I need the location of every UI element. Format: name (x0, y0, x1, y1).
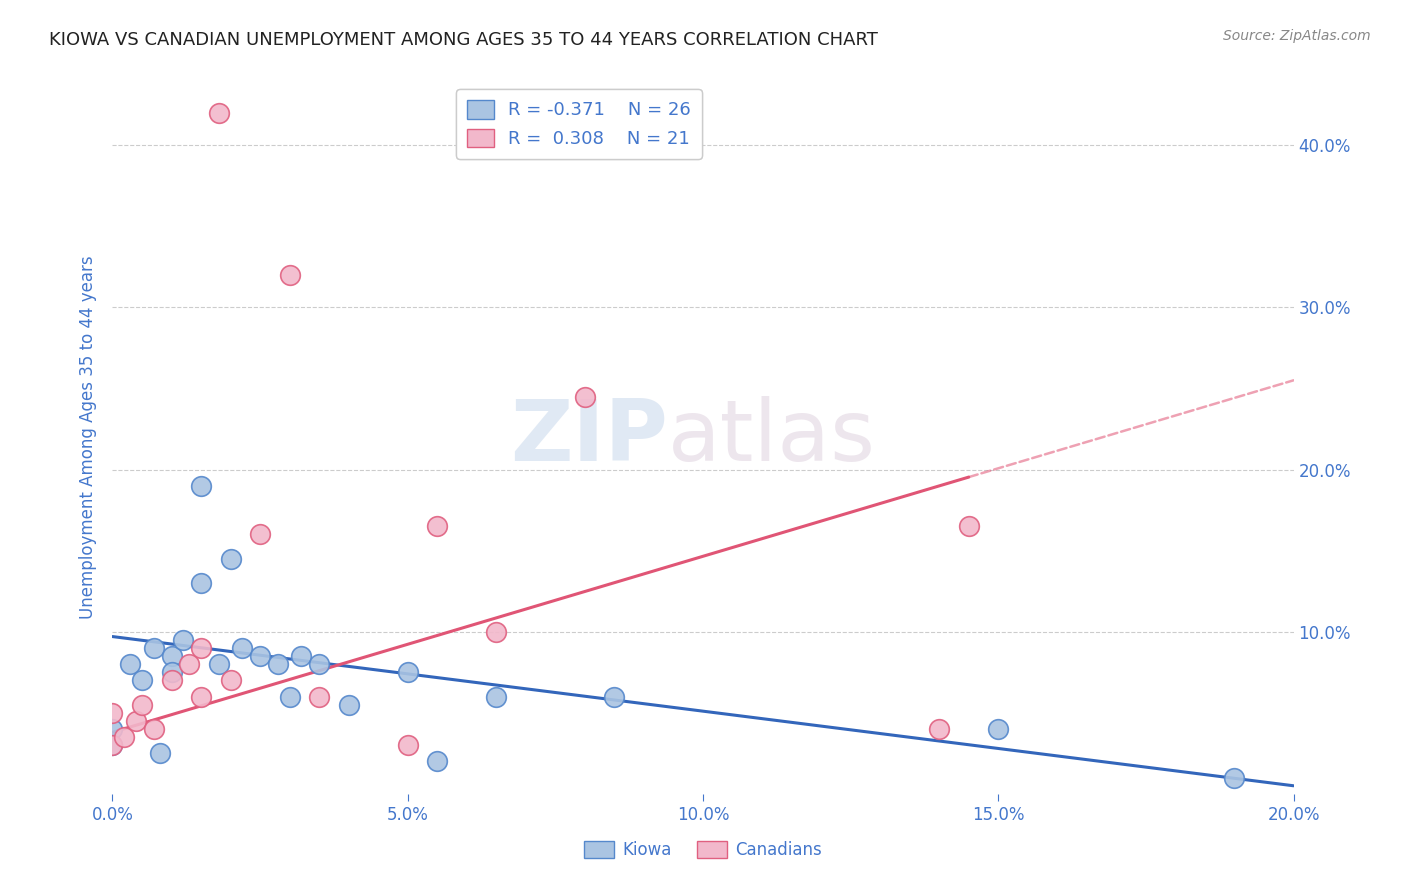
Point (125, 714, 148, 728)
Point (603, 690, 626, 704)
Point (112, 730, 135, 744)
Point (131, 673, 153, 688)
Point (231, 640, 253, 655)
Point (219, 673, 242, 688)
Point (485, 624, 508, 639)
Legend: Kiowa, Canadians: Kiowa, Canadians (578, 834, 828, 866)
Point (208, 105, 231, 120)
Point (190, 479, 212, 493)
Point (337, 698, 360, 712)
Point (160, 648, 183, 663)
Point (101, 722, 124, 736)
Text: KIOWA VS CANADIAN UNEMPLOYMENT AMONG AGES 35 TO 44 YEARS CORRELATION CHART: KIOWA VS CANADIAN UNEMPLOYMENT AMONG AGE… (49, 31, 879, 49)
Point (190, 640, 212, 655)
Y-axis label: Unemployment Among Ages 35 to 44 years: Unemployment Among Ages 35 to 44 years (79, 255, 97, 619)
Point (179, 657, 201, 672)
Point (574, 390, 596, 404)
Point (396, 665, 419, 680)
Point (131, 698, 153, 712)
Legend: R = -0.371    N = 26, R =  0.308    N = 21: R = -0.371 N = 26, R = 0.308 N = 21 (456, 89, 702, 159)
Point (101, 738, 124, 752)
Point (190, 576, 212, 591)
Point (249, 527, 271, 541)
Text: ZIP: ZIP (510, 395, 668, 479)
Point (219, 551, 242, 566)
Point (485, 690, 508, 704)
Point (308, 657, 330, 672)
Point (249, 648, 271, 663)
Point (142, 640, 165, 655)
Point (1223, 771, 1246, 785)
Point (120, 657, 142, 672)
Point (208, 657, 231, 672)
Point (987, 722, 1010, 736)
Point (267, 657, 290, 672)
Text: atlas: atlas (668, 395, 876, 479)
Point (101, 706, 124, 720)
Point (190, 690, 212, 704)
Point (160, 673, 183, 688)
Point (426, 519, 449, 533)
Point (278, 268, 301, 282)
Point (160, 665, 183, 680)
Point (928, 722, 950, 736)
Point (396, 738, 419, 752)
Point (142, 722, 165, 736)
Point (172, 632, 194, 647)
Point (149, 747, 172, 761)
Point (278, 690, 301, 704)
Point (101, 738, 124, 752)
Point (308, 690, 330, 704)
Text: Source: ZipAtlas.com: Source: ZipAtlas.com (1223, 29, 1371, 43)
Point (957, 519, 980, 533)
Point (290, 648, 312, 663)
Point (426, 755, 449, 769)
